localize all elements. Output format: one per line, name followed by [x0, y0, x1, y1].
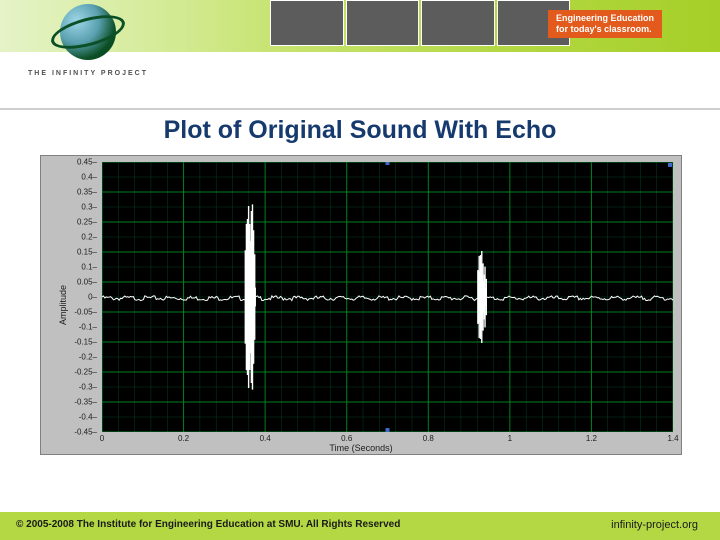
y-tick-label: 0.3–: [81, 203, 97, 212]
tagline-line1: Engineering Education: [556, 13, 654, 24]
y-tick-label: -0.2–: [79, 353, 97, 362]
chart-svg: [102, 162, 673, 432]
header-photo-strip: [270, 0, 570, 46]
y-tick-label: 0.2–: [81, 233, 97, 242]
x-tick-label: 0: [100, 434, 104, 443]
y-tick-label: -0.1–: [79, 323, 97, 332]
y-tick-container: -0.45–-0.4–-0.35–-0.3–-0.25–-0.2–-0.15–-…: [55, 162, 99, 432]
y-tick-label: -0.25–: [74, 368, 97, 377]
x-tick-label: 1.2: [586, 434, 597, 443]
x-tick-label: 0.2: [178, 434, 189, 443]
infinity-logo-icon: [60, 4, 116, 60]
x-axis-label: Time (Seconds): [329, 443, 392, 453]
y-tick-label: 0.4–: [81, 173, 97, 182]
x-tick-label: 1: [508, 434, 512, 443]
tagline-line2: for today's classroom.: [556, 24, 654, 35]
x-tick-container: 00.20.40.60.811.21.4: [102, 434, 673, 444]
logo-text: THE INFINITY PROJECT: [28, 70, 148, 77]
y-tick-label: 0.25–: [77, 218, 97, 227]
header-photo: [346, 0, 420, 46]
chart-plot-area: [102, 162, 673, 432]
y-tick-label: 0.35–: [77, 188, 97, 197]
y-tick-label: -0.3–: [79, 383, 97, 392]
y-tick-label: 0.15–: [77, 248, 97, 257]
y-tick-label: -0.45–: [74, 428, 97, 437]
y-tick-label: 0.1–: [81, 263, 97, 272]
header-photo: [421, 0, 495, 46]
footer-copyright: © 2005-2008 The Institute for Engineerin…: [16, 519, 400, 530]
y-tick-label: -0.15–: [74, 338, 97, 347]
logo: THE INFINITY PROJECT: [28, 4, 148, 77]
slide-title: Plot of Original Sound With Echo: [0, 116, 720, 145]
x-tick-label: 0.6: [341, 434, 352, 443]
footer-url: infinity-project.org: [611, 519, 698, 531]
y-tick-label: -0.05–: [74, 308, 97, 317]
x-tick-label: 1.4: [667, 434, 678, 443]
y-tick-label: 0.05–: [77, 278, 97, 287]
footer-bar: © 2005-2008 The Institute for Engineerin…: [0, 512, 720, 540]
y-tick-label: 0.45–: [77, 158, 97, 167]
y-tick-label: 0–: [88, 293, 97, 302]
header-photo: [270, 0, 344, 46]
x-tick-label: 0.8: [423, 434, 434, 443]
y-tick-label: -0.35–: [74, 398, 97, 407]
y-tick-label: -0.4–: [79, 413, 97, 422]
header-divider: [0, 108, 720, 110]
chart-panel: Amplitude Time (Seconds) -0.45–-0.4–-0.3…: [40, 155, 682, 455]
x-tick-label: 0.4: [260, 434, 271, 443]
header-tagline: Engineering Education for today's classr…: [548, 10, 662, 38]
slide-root: THE INFINITY PROJECT Engineering Educati…: [0, 0, 720, 540]
